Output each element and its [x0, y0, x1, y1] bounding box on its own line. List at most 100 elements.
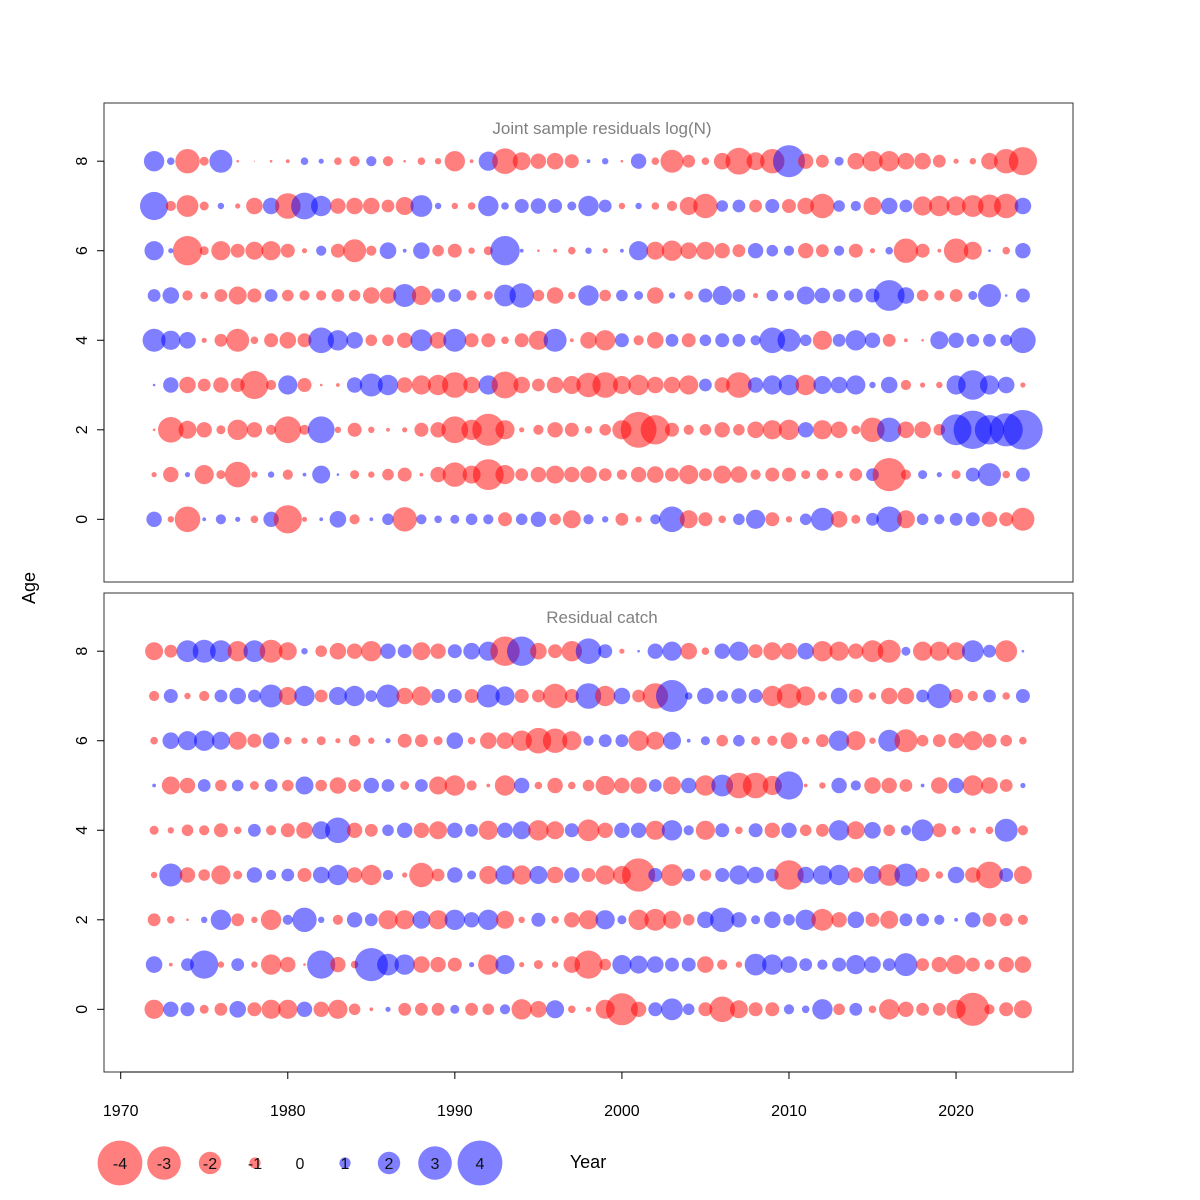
residual-bubble: [764, 911, 781, 929]
residual-bubble: [260, 909, 282, 930]
residual-bubble: [830, 511, 848, 528]
residual-bubble: [918, 470, 928, 480]
residual-bubble: [491, 371, 519, 399]
residual-bubble: [197, 779, 211, 792]
residual-bubble: [282, 289, 294, 302]
residual-bubble: [866, 512, 879, 526]
residual-bubble: [507, 636, 537, 666]
residual-bubble: [282, 914, 293, 925]
residual-bubble: [916, 289, 929, 302]
residual-bubble: [296, 1001, 313, 1017]
residual-bubble: [583, 514, 594, 525]
residual-bubble: [699, 424, 712, 436]
residual-bubble: [512, 821, 531, 840]
residual-bubble: [647, 376, 664, 394]
residual-bubble: [816, 154, 829, 168]
residual-bubble: [480, 732, 497, 749]
residual-bubble: [431, 288, 446, 303]
residual-bubble: [796, 286, 815, 305]
residual-bubble: [612, 955, 632, 975]
residual-bubble: [177, 731, 198, 751]
residual-bubble: [648, 1002, 663, 1017]
residual-bubble: [680, 642, 697, 660]
residual-bubble: [729, 641, 749, 661]
residual-bubble: [315, 645, 328, 657]
residual-bubble: [443, 328, 467, 352]
residual-bubble: [927, 683, 952, 709]
residual-bubble: [336, 473, 340, 476]
residual-bubble: [349, 514, 360, 525]
residual-bubble: [397, 467, 412, 482]
residual-bubble: [472, 459, 504, 490]
residual-bubble: [877, 639, 901, 663]
residual-bubble: [483, 514, 494, 525]
residual-bubble: [214, 289, 228, 302]
residual-bubble: [848, 867, 864, 883]
residual-bubble: [447, 644, 462, 659]
residual-bubble: [366, 156, 377, 167]
residual-bubble: [714, 643, 730, 659]
residual-bubble: [869, 737, 876, 744]
residual-bubble: [716, 734, 728, 747]
residual-bubble: [467, 736, 476, 745]
residual-bubble: [412, 642, 431, 661]
residual-bubble: [415, 1002, 428, 1016]
residual-bubble: [776, 683, 802, 709]
residual-bubble: [897, 687, 915, 705]
residual-bubble: [781, 822, 797, 838]
residual-bubble: [278, 642, 297, 661]
residual-bubble: [732, 333, 746, 347]
residual-bubble: [328, 687, 347, 705]
residual-bubble: [713, 465, 732, 484]
residual-bubble: [969, 158, 976, 165]
residual-bubble: [231, 779, 244, 792]
residual-bubble: [359, 373, 383, 397]
residual-bubble: [894, 729, 918, 753]
residual-bubble: [568, 291, 576, 300]
residual-bubble: [344, 685, 365, 707]
residual-bubble: [178, 420, 197, 439]
residual-bubble: [490, 236, 520, 266]
residual-bubble: [381, 199, 395, 213]
residual-bubble: [581, 868, 596, 882]
residual-bubble: [564, 422, 579, 437]
residual-bubble: [796, 686, 816, 706]
residual-bubble: [144, 241, 164, 261]
residual-bubble: [562, 731, 582, 751]
residual-bubble: [464, 689, 479, 703]
residual-bubble: [767, 735, 778, 746]
residual-bubble: [466, 290, 477, 301]
residual-bubble: [1003, 410, 1043, 450]
residual-bubble: [646, 241, 665, 260]
residual-bubble: [264, 779, 278, 792]
residual-bubble: [930, 331, 949, 350]
residual-bubble: [327, 864, 349, 886]
residual-bubble: [413, 242, 430, 259]
residual-bubble: [519, 427, 525, 433]
residual-bubble: [199, 246, 209, 256]
residual-bubble: [699, 334, 712, 347]
residual-bubble: [634, 291, 644, 300]
residual-bubble: [595, 910, 615, 930]
residual-bubble: [693, 193, 718, 219]
x-tick-label: 1970: [103, 1103, 139, 1120]
residual-bubble: [430, 643, 446, 659]
residual-bubble: [400, 781, 410, 790]
residual-bubble: [983, 689, 996, 703]
residual-bubble: [832, 333, 846, 347]
residual-bubble: [397, 377, 413, 393]
residual-bubble: [147, 913, 161, 927]
residual-bubble: [365, 690, 378, 702]
residual-bubble: [666, 200, 678, 212]
residual-bubble: [747, 377, 764, 393]
residual-bubble: [495, 686, 515, 706]
residual-bubble: [868, 1005, 877, 1014]
residual-bubble: [415, 779, 428, 792]
residual-bubble: [417, 157, 426, 165]
residual-bubble: [742, 772, 769, 799]
residual-bubble: [592, 372, 618, 398]
residual-bubble: [547, 777, 563, 794]
residual-bubble: [765, 467, 780, 482]
residual-bubble: [494, 775, 516, 796]
residual-bubble: [532, 378, 545, 392]
